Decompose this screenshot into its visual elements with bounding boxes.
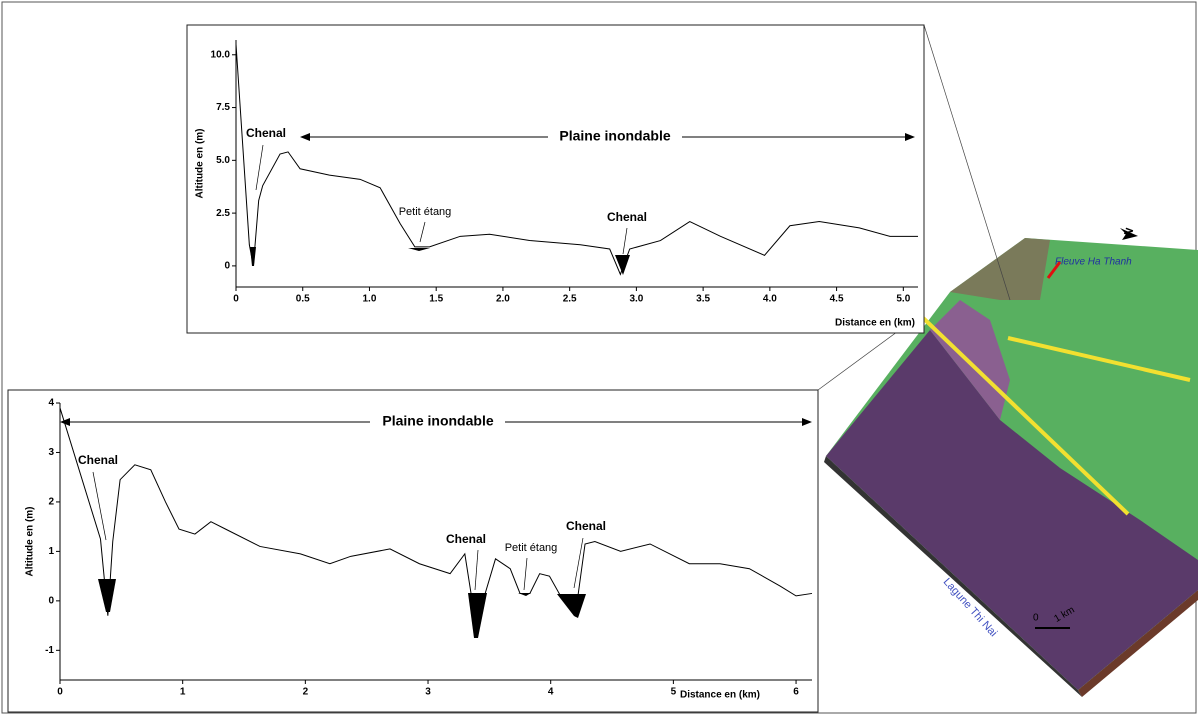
water-fill [98, 579, 116, 612]
x-tick-label: 0 [233, 294, 239, 305]
chart-box [186, 24, 925, 334]
river-mark [1046, 261, 1062, 279]
annotation: Petit étang [399, 206, 452, 218]
annotation-arrow [474, 549, 479, 591]
annotation: Chenal [78, 453, 118, 467]
y-tick-label: -1 [45, 645, 54, 656]
scale-label: 0 [1033, 613, 1039, 624]
profile-line [235, 44, 918, 276]
map-urban [930, 300, 1010, 420]
y-axis-label: Altitude en (m) [25, 507, 36, 577]
arrowhead [60, 418, 70, 426]
annotation: Petit étang [505, 542, 558, 554]
annotation-arrow [419, 221, 426, 243]
map-side [1078, 590, 1198, 697]
profile-line [59, 407, 813, 639]
x-tick-label: 2.0 [496, 294, 510, 305]
annotation: Chenal [246, 126, 286, 140]
annotation-arrow [255, 144, 264, 191]
profile-line [1007, 336, 1191, 382]
arrowhead [905, 133, 915, 141]
y-tick-label: 0 [48, 595, 54, 606]
x-tick-label: 6 [793, 687, 799, 698]
y-tick-label: 10.0 [211, 49, 231, 60]
x-tick-label: 4.5 [830, 294, 844, 305]
arrowhead [802, 418, 812, 426]
x-tick-label: 2.5 [563, 294, 577, 305]
x-tick-label: 4 [548, 687, 554, 698]
y-tick-label: 7.5 [216, 102, 230, 113]
x-tick-label: 3 [425, 687, 431, 698]
y-tick-label: 0 [224, 261, 230, 272]
annotation: Chenal [607, 210, 647, 224]
chart-box [7, 389, 819, 713]
north-arrow [1120, 228, 1138, 240]
annotation: Plaine inondable [382, 413, 493, 429]
y-tick-label: 4 [48, 398, 54, 409]
annotation-arrow [523, 557, 528, 591]
y-axis-label: Altitude en (m) [195, 129, 206, 199]
annotation-arrow [622, 227, 628, 255]
y-tick-label: 3 [48, 447, 54, 458]
x-tick-label: 5 [671, 687, 677, 698]
x-tick-label: 0.5 [296, 294, 310, 305]
label-bg [548, 127, 682, 147]
x-tick-label: 3.0 [629, 294, 643, 305]
y-tick-label: 5.0 [216, 155, 230, 166]
profile-line [918, 313, 1130, 516]
y-tick-label: 1 [48, 546, 54, 557]
map-lagoon [826, 330, 1198, 690]
annotation: Plaine inondable [559, 128, 670, 144]
annotation: Chenal [566, 519, 606, 533]
annotation: Chenal [446, 532, 486, 546]
label-bg [370, 412, 505, 432]
annotation-arrow [92, 471, 107, 541]
water-fill [615, 255, 630, 275]
annotation-arrow [573, 537, 584, 589]
x-tick-label: 0 [57, 687, 63, 698]
x-tick-label: 2 [303, 687, 309, 698]
x-tick-label: 1.5 [429, 294, 443, 305]
connector [923, 24, 1011, 301]
x-tick-label: 5.0 [896, 294, 910, 305]
map-side [824, 456, 1082, 697]
y-tick-label: 2.5 [216, 208, 230, 219]
arrowhead [300, 133, 310, 141]
x-tick-label: 1.0 [363, 294, 377, 305]
x-tick-label: 4.0 [763, 294, 777, 305]
x-axis-label: Distance en (km) [680, 690, 760, 701]
x-tick-label: 3.5 [696, 294, 710, 305]
water-fill [557, 594, 586, 618]
water-fill [408, 248, 430, 251]
x-tick-label: 1 [180, 687, 186, 698]
y-tick-label: 2 [48, 497, 54, 508]
x-axis-label: Distance en (km) [835, 318, 915, 329]
river-label: Fleuve Ha Thanh [1055, 257, 1132, 268]
